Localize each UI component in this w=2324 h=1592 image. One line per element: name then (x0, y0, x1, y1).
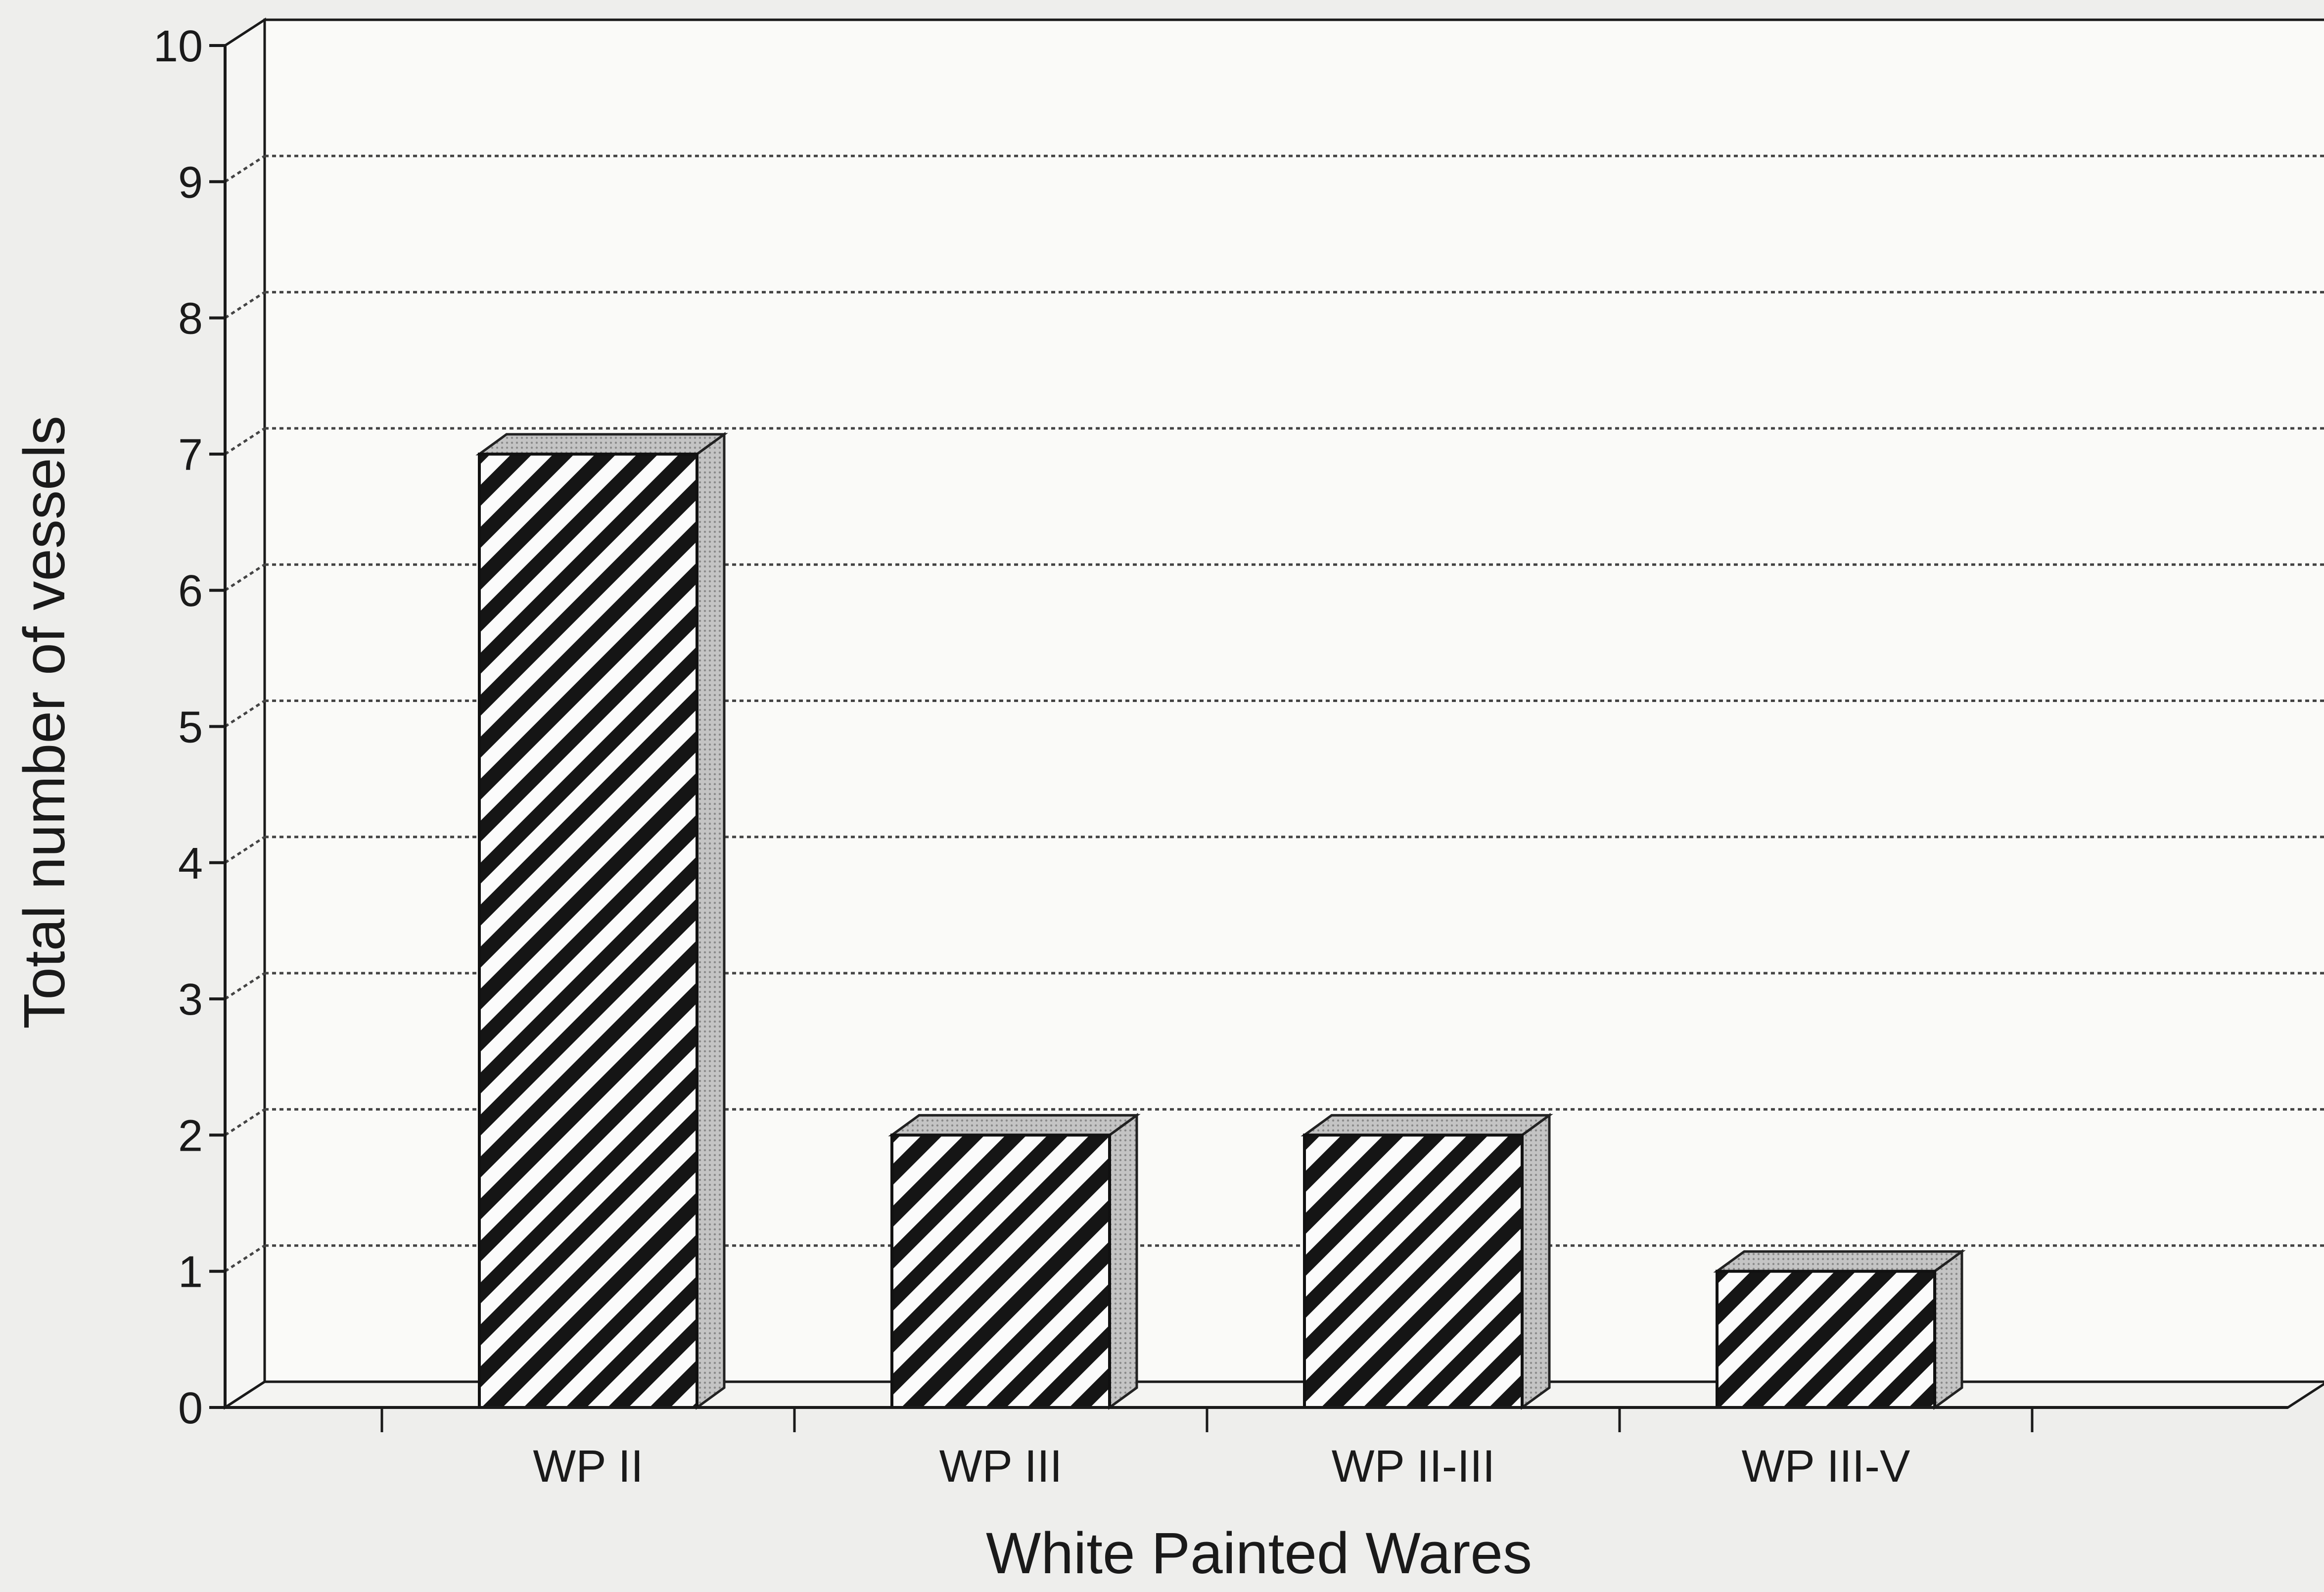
gridline-side (224, 155, 266, 183)
x-tick-label: WP III (939, 1441, 1063, 1492)
x-tick-label: WP II-III (1332, 1441, 1495, 1492)
bar-side (1108, 1113, 1138, 1410)
bar (888, 1113, 1141, 1410)
y-tick-label: 5 (178, 703, 203, 752)
y-tick-label: 6 (178, 566, 203, 616)
y-tick-label: 2 (178, 1111, 203, 1161)
gridline-side (224, 1108, 266, 1136)
bars (475, 431, 1966, 1410)
bar-front (1303, 1133, 1524, 1409)
bar-top (1301, 1114, 1553, 1136)
bar-side (696, 431, 726, 1410)
y-tick-label: 3 (178, 975, 203, 1025)
bar-side (1933, 1249, 1963, 1410)
bar-side (1521, 1113, 1551, 1410)
gridline-side (224, 836, 266, 864)
y-tick-label: 4 (178, 839, 203, 889)
gridline-side (224, 291, 266, 319)
bar-front (478, 452, 698, 1409)
bar (475, 431, 728, 1410)
bar-top (1713, 1250, 1966, 1273)
y-tick-label: 0 (178, 1384, 203, 1433)
bar-top (475, 433, 728, 456)
bar-top (888, 1114, 1141, 1136)
gridline-side (224, 427, 266, 455)
y-tick-label: 7 (178, 430, 203, 480)
gridline-side (224, 1244, 266, 1272)
x-tick-label: WP II (533, 1441, 643, 1492)
x-axis-title: White Painted Wares (986, 1521, 1532, 1586)
gridline-side (224, 700, 266, 728)
x-tick-label: WP III-V (1742, 1441, 1910, 1492)
gridline-side (224, 563, 266, 592)
bar (1301, 1113, 1553, 1410)
bar-front (890, 1133, 1111, 1409)
gridline-side (224, 972, 266, 1000)
bar-front (1716, 1269, 1936, 1409)
bar (1713, 1249, 1966, 1410)
y-tick-label: 10 (153, 22, 203, 71)
y-tick-label: 1 (178, 1248, 203, 1297)
y-tick-label: 9 (178, 158, 203, 207)
y-tick-label: 8 (178, 294, 203, 344)
axes: WP II WP III WP II-III WP III-V 0 1 2 3 4 5 6 7 8 9 10 (153, 22, 2288, 1492)
y-axis-title: Total number of vessels (12, 416, 77, 1029)
